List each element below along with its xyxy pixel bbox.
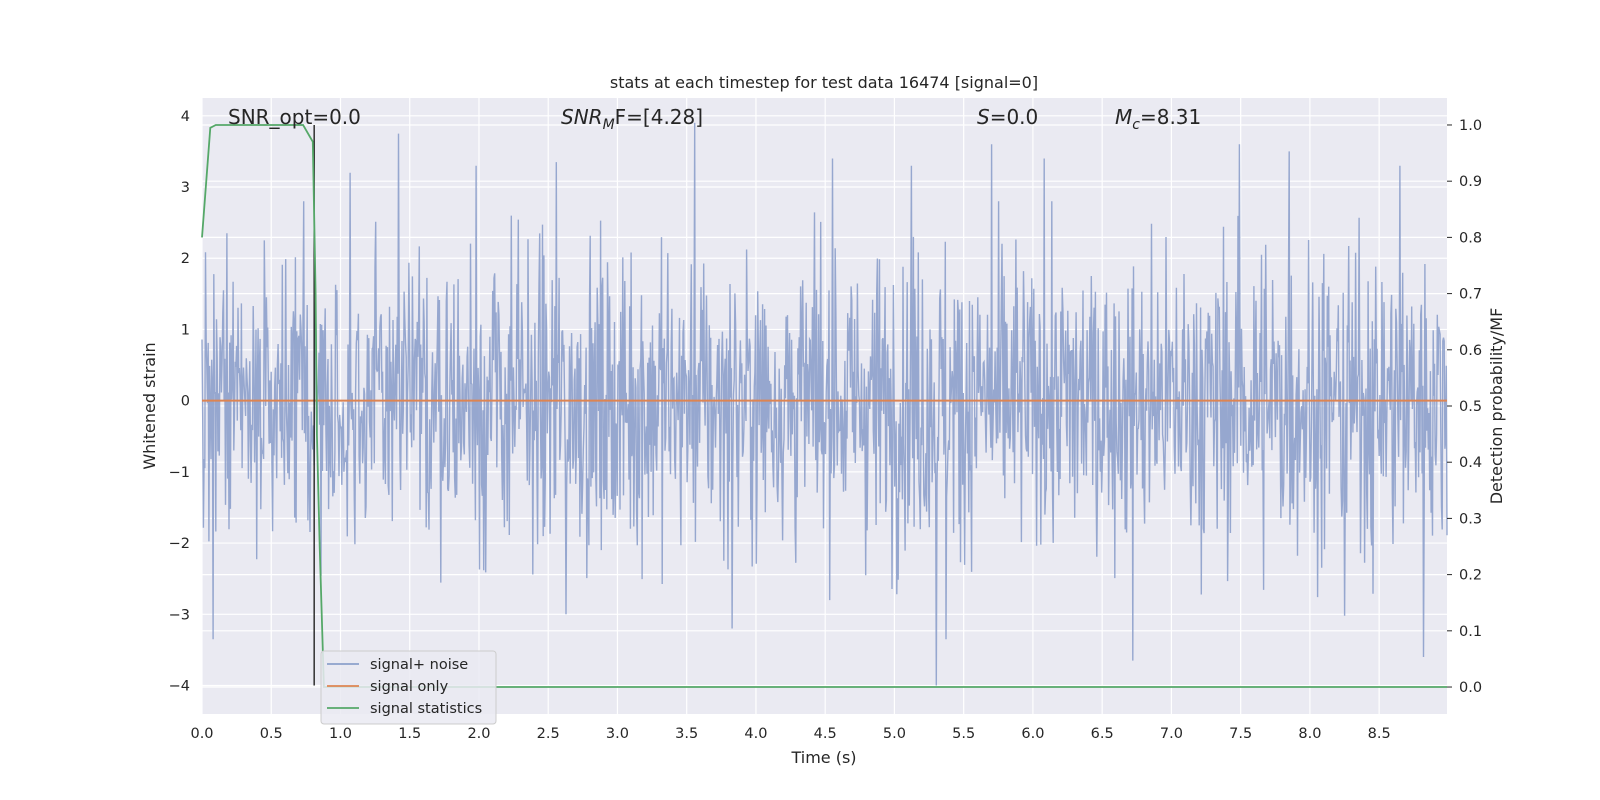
- s-stat-var: S: [977, 105, 990, 129]
- series-signal-noise: [201, 122, 1448, 686]
- x-tick-label: 4.5: [814, 726, 837, 742]
- mc-subscript: c: [1132, 117, 1140, 133]
- y2-tick-label: 0.9: [1459, 174, 1482, 190]
- x-tick-label: 2.5: [537, 726, 560, 742]
- annotation-snr-opt: SNR_opt=0.0: [228, 105, 361, 129]
- y-tick-label: −4: [169, 679, 190, 695]
- x-tick-label: 5.5: [952, 726, 975, 742]
- y-tick-label: 3: [181, 180, 190, 196]
- y2-tick-label: 0.0: [1459, 680, 1482, 696]
- noise-series: [201, 122, 1448, 686]
- y2-tick-label: 0.6: [1459, 343, 1482, 359]
- y-axis-label: Whitened strain: [140, 342, 159, 469]
- y-tick-label: 2: [181, 251, 190, 267]
- y2-tick-label: 0.2: [1459, 568, 1482, 584]
- y2-tick-label: 0.5: [1459, 399, 1482, 415]
- y2-tick-label: 0.4: [1459, 455, 1482, 471]
- y-tick-label: −1: [169, 465, 190, 481]
- x-axis-label: Time (s): [790, 748, 856, 767]
- snr-mf-subscript: M: [603, 117, 615, 133]
- chart-title: stats at each timestep for test data 164…: [610, 73, 1038, 92]
- x-tick-label: 0.0: [190, 726, 213, 742]
- annotation-s-stat: S=0.0: [977, 105, 1038, 129]
- annotation-snr-mf: SNRMF=[4.28]: [561, 105, 703, 133]
- mc-rest: =8.31: [1140, 105, 1201, 129]
- x-tick-label: 7.5: [1229, 726, 1252, 742]
- y2-tick-label: 0.3: [1459, 511, 1482, 527]
- snr-mf-rest: F=[4.28]: [615, 105, 703, 129]
- s-stat-rest: =0.0: [990, 105, 1039, 129]
- x-tick-label: 3.0: [606, 726, 629, 742]
- legend: signal+ noise signal only signal statist…: [320, 650, 497, 725]
- legend-label-noise: signal+ noise: [370, 657, 468, 673]
- y2-axis-ticks: 1.0 0.9 0.8 0.7 0.6 0.5 0.4 0.3 0.2 0.1 0.0: [1447, 118, 1482, 696]
- x-tick-label: 6.0: [1021, 726, 1044, 742]
- y2-axis-label: Detection probability/MF: [1487, 308, 1506, 505]
- line-series: [201, 124, 1447, 688]
- legend-box: [320, 650, 497, 725]
- x-tick-label: 6.5: [1091, 726, 1114, 742]
- y2-tick-label: 1.0: [1459, 118, 1482, 134]
- legend-label-stats: signal statistics: [370, 701, 482, 717]
- y2-tick-label: 0.8: [1459, 230, 1482, 246]
- x-tick-label: 1.5: [398, 726, 421, 742]
- series-signal-statistics: [201, 124, 1447, 688]
- y-tick-label: −3: [169, 607, 190, 623]
- y2-tick-label: 0.7: [1459, 287, 1482, 303]
- x-axis-ticks: 0.0 0.5 1.0 1.5 2.0 2.5 3.0 3.5 4.0 4.5 5.0 5.5 6.0 6…: [190, 726, 1390, 742]
- x-tick-label: 2.0: [467, 726, 490, 742]
- annotation-mc: Mc=8.31: [1115, 105, 1201, 133]
- y2-tick-label: 0.1: [1459, 624, 1482, 640]
- y-tick-label: 4: [181, 109, 190, 125]
- x-tick-label: 3.5: [675, 726, 698, 742]
- snr-mf-base: SNR: [561, 105, 603, 129]
- x-tick-label: 4.0: [744, 726, 767, 742]
- mc-var: M: [1115, 105, 1132, 129]
- x-tick-label: 0.5: [260, 726, 283, 742]
- y-tick-label: −2: [169, 536, 190, 552]
- y-tick-label: 1: [181, 322, 190, 338]
- y-axis-ticks: 4 3 2 1 0 −1 −2 −3 −4: [169, 109, 190, 695]
- y-tick-label: 0: [181, 394, 190, 410]
- x-tick-label: 8.0: [1298, 726, 1321, 742]
- legend-label-signal: signal only: [370, 679, 449, 695]
- x-tick-label: 5.0: [883, 726, 906, 742]
- x-tick-label: 7.0: [1160, 726, 1183, 742]
- x-tick-label: 8.5: [1368, 726, 1391, 742]
- x-tick-label: 1.0: [329, 726, 352, 742]
